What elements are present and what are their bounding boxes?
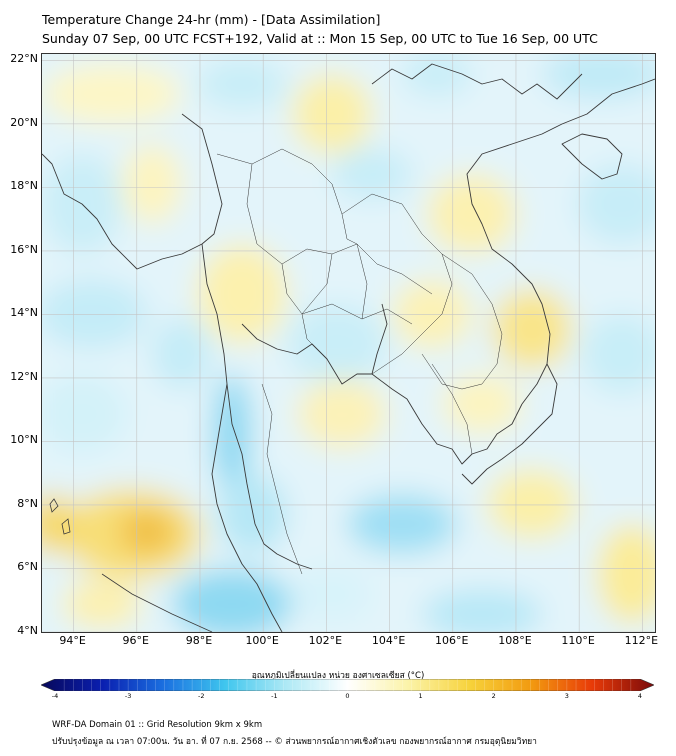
admin-borders (216, 148, 503, 575)
colorbar-tick-label: 2 (491, 692, 496, 700)
lat-tick-label: 18°N (10, 179, 38, 193)
lat-tick-label: 8°N (17, 496, 38, 510)
map-panel (41, 53, 656, 633)
colorbar-tick-label: 4 (637, 692, 643, 700)
colorbar-tick-label: -4 (51, 692, 59, 700)
lon-tick-label: 110°E (561, 634, 595, 647)
colorbar-tick-label: 0 (345, 692, 350, 700)
footer-model-info: WRF-DA Domain 01 :: Grid Resolution 9km … (52, 720, 263, 730)
lon-tick-label: 106°E (435, 634, 469, 647)
map-subtitle: Sunday 07 Sep, 00 UTC FCST+192, Valid at… (42, 31, 598, 46)
colorbar-tick-label: -2 (198, 692, 205, 700)
coastlines (42, 63, 655, 632)
colorbar (41, 679, 654, 691)
temperature-field (42, 54, 655, 632)
lon-tick-label: 94°E (59, 634, 86, 647)
lat-tick-label: 16°N (10, 242, 38, 256)
lon-tick-label: 102°E (308, 634, 343, 647)
lat-tick-label: 14°N (10, 306, 38, 320)
lon-tick-label: 112°E (624, 634, 659, 647)
map-canvas (42, 54, 655, 632)
lat-tick-label: 22°N (10, 52, 38, 66)
lat-tick-label: 20°N (10, 115, 38, 129)
lat-tick-label: 10°N (10, 433, 38, 447)
lat-tick-label: 6°N (17, 560, 38, 574)
colorbar-tick-label: -1 (271, 692, 278, 700)
lon-tick-label: 96°E (122, 634, 149, 647)
map-title: Temperature Change 24-hr (mm) - [Data As… (42, 12, 381, 27)
colorbar-tick-label: 1 (418, 692, 423, 700)
colorbar-tick-label: 3 (564, 692, 569, 700)
footer-update-info: ปรับปรุงข้อมูล ณ เวลา 07:00น. วัน อา. ที… (52, 737, 537, 747)
lon-tick-label: 98°E (185, 634, 213, 647)
colorbar-fill (41, 679, 654, 691)
lon-tick-label: 108°E (498, 634, 532, 647)
lon-tick-label: 100°E (245, 634, 279, 647)
islands (49, 498, 213, 632)
lat-tick-label: 4°N (17, 624, 38, 637)
colorbar-tick-label: -3 (124, 692, 132, 700)
colorbar-title: อุณหภูมิเปลี่ยนแปลง หน่วย องศาเซลเซียส (… (251, 671, 425, 681)
gridlines (42, 54, 655, 632)
lon-tick-label: 104°E (371, 634, 406, 647)
lat-tick-label: 12°N (10, 369, 38, 383)
